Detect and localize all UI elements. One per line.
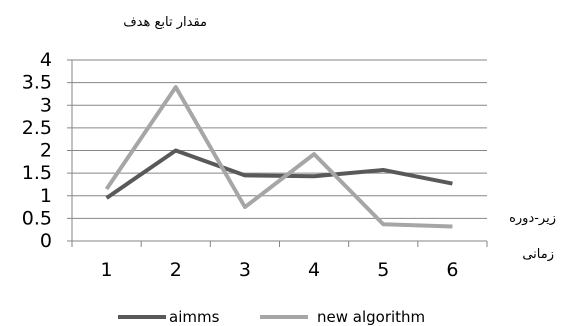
- y-axis-label: مقدار تابع هدف: [123, 15, 207, 30]
- x-tick-label: 4: [308, 259, 320, 281]
- y-tick-label: 2.5: [22, 117, 52, 139]
- series-line-1: [105, 148, 453, 200]
- x-tick-label: 1: [101, 259, 113, 281]
- series-line-2: [104, 85, 453, 229]
- x-tick-label: 6: [446, 259, 458, 281]
- x-axis-label-line-2: زمانی: [522, 247, 554, 262]
- y-tick-label: 0: [40, 230, 52, 252]
- axes: [67, 59, 488, 247]
- gridlines: [72, 59, 487, 219]
- legend-label-1: aimms: [169, 308, 220, 326]
- legend-label-2: new algorithm: [317, 308, 425, 326]
- x-axis-label-line-1: زیر-دوره: [509, 211, 556, 226]
- y-tick-label: 3: [40, 94, 52, 116]
- y-tick-label: 1: [40, 185, 52, 207]
- y-tick-label: 4: [40, 49, 52, 71]
- y-tick-label: 3.5: [22, 72, 52, 94]
- y-axis-tick-labels: 00.511.522.533.54: [22, 49, 52, 252]
- x-tick-label: 5: [377, 259, 389, 281]
- x-axis-tick-labels: 1 2 3 4 5 6: [101, 259, 459, 281]
- x-tick-label: 2: [170, 259, 182, 281]
- y-tick-label: 1.5: [22, 162, 52, 184]
- y-tick-label: 0.5: [22, 207, 52, 229]
- series-lines: [104, 85, 453, 229]
- y-tick-label: 2: [40, 140, 52, 162]
- legend: aimms new algorithm: [118, 308, 425, 326]
- x-tick-label: 3: [239, 259, 251, 281]
